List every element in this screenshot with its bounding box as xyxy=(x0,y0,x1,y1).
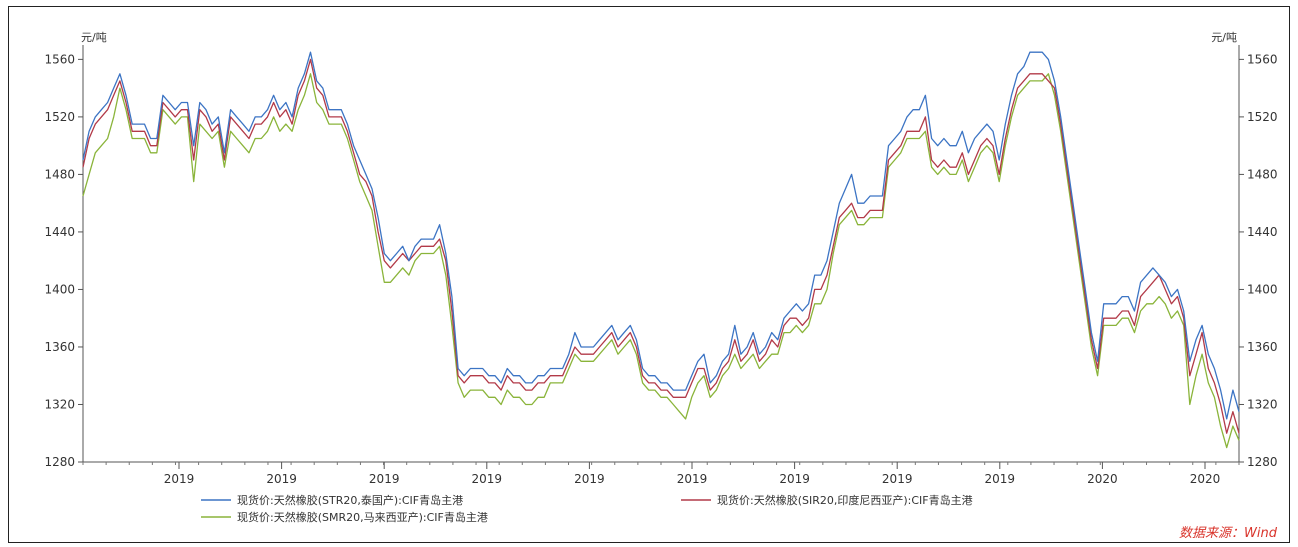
y-tick-label-left: 1480 xyxy=(44,167,75,181)
y-tick-label-right: 1480 xyxy=(1247,167,1278,181)
x-tick-label: 2019 xyxy=(574,472,605,486)
source-note: 数据来源：Wind xyxy=(1179,526,1278,541)
y-unit-left: 元/吨 xyxy=(81,31,107,44)
x-tick-label: 2019 xyxy=(369,472,400,486)
x-tick-label: 2019 xyxy=(779,472,810,486)
y-tick-label-left: 1520 xyxy=(44,110,75,124)
series-line-1 xyxy=(82,51,1240,420)
legend: 现货价:天然橡胶(STR20,泰国产):CIF青岛主港 现货价:天然橡胶(SIR2… xyxy=(201,493,973,524)
x-tick-label: 2019 xyxy=(985,472,1016,486)
x-tick-label: 2019 xyxy=(677,472,708,486)
y-tick-label-right: 1360 xyxy=(1247,340,1278,354)
y-tick-label-left: 1560 xyxy=(44,52,75,66)
series-line-2 xyxy=(82,58,1240,434)
y-tick-label-left: 1320 xyxy=(44,397,75,411)
y-tick-label-left: 1440 xyxy=(44,225,75,239)
y-tick-label-left: 1360 xyxy=(44,340,75,354)
y-tick-label-right: 1440 xyxy=(1247,225,1278,239)
x-tick-label: 2019 xyxy=(164,472,195,486)
y-tick-label-left: 1280 xyxy=(44,455,75,469)
x-tick-label: 2019 xyxy=(472,472,503,486)
legend-label-3: 现货价:天然橡胶(SMR20,马来西亚产):CIF青岛主港 xyxy=(237,510,488,524)
y-tick-label-right: 1280 xyxy=(1247,455,1278,469)
chart-frame: 元/吨 元/吨 1280 1280 1320 1320 1360 1360 1400 1400 14… xyxy=(8,6,1290,543)
y-unit-right: 元/吨 xyxy=(1211,31,1237,44)
line-chart: 元/吨 元/吨 1280 1280 1320 1320 1360 1360 1400 1400 14… xyxy=(44,31,1278,541)
series-lines xyxy=(82,51,1240,449)
y-tick-label-right: 1320 xyxy=(1247,397,1278,411)
y-tick-label-right: 1520 xyxy=(1247,110,1278,124)
x-tick-label: 2019 xyxy=(266,472,297,486)
legend-label-2: 现货价:天然橡胶(SIR20,印度尼西亚产):CIF青岛主港 xyxy=(717,493,973,507)
x-tick-label: 2020 xyxy=(1087,472,1118,486)
series-line-3 xyxy=(82,73,1240,449)
y-tick-label-right: 1400 xyxy=(1247,282,1278,296)
x-tick-label: 2019 xyxy=(882,472,913,486)
legend-label-1: 现货价:天然橡胶(STR20,泰国产):CIF青岛主港 xyxy=(237,493,463,507)
y-tick-label-right: 1560 xyxy=(1247,52,1278,66)
axes: 元/吨 元/吨 1280 1280 1320 1320 1360 1360 1400 1400 14… xyxy=(44,31,1277,486)
y-tick-label-left: 1400 xyxy=(44,282,75,296)
x-tick-label: 2020 xyxy=(1190,472,1221,486)
